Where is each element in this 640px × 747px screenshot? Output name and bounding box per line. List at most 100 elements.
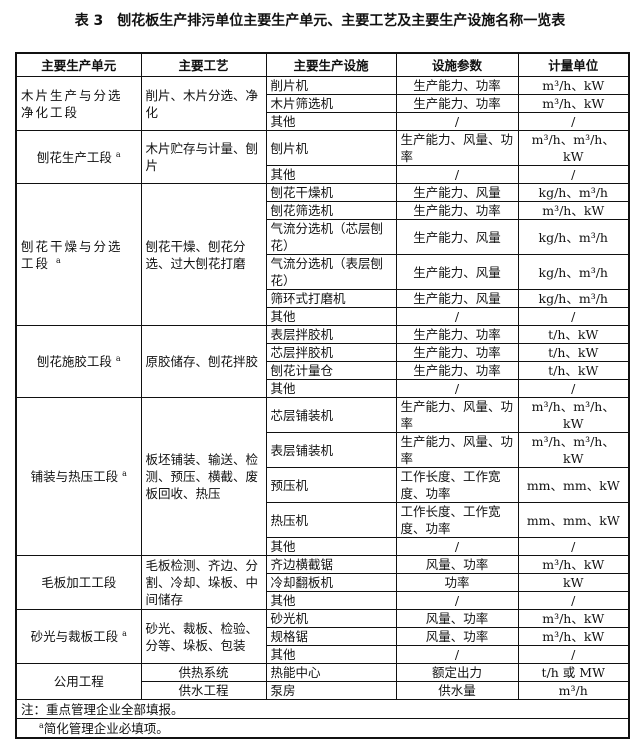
units-cell: / xyxy=(517,591,630,610)
units-cell: t/h、kW xyxy=(517,361,630,380)
table-row: 刨花干燥与分选工段 a 刨花干燥、刨花分选、过大刨花打磨 刨花干燥机 生产能力、风量 k… xyxy=(15,183,630,326)
params-cell: 生产能力、功率 xyxy=(395,76,519,95)
process-cell: 板坯铺装、输送、检测、预压、横截、废板回收、热压 xyxy=(140,397,267,556)
facility-cell: 筛环式打磨机 xyxy=(265,289,397,308)
params-cell: / xyxy=(395,537,519,556)
unit-name: 刨花施胶工段 xyxy=(36,354,112,369)
facility-cell: 泵房 xyxy=(265,681,397,700)
table-row: 刨花施胶工段 a 原胶储存、刨花拌胶 表层拌胶机 生产能力、功率 t/h、kW xyxy=(15,325,630,398)
units-cell: m³/h、m³/h、kW xyxy=(517,130,630,166)
params-cell: 生产能力、风量、功率 xyxy=(395,432,519,468)
header-process: 主要工艺 xyxy=(140,52,267,77)
facility-cell: 木片筛选机 xyxy=(265,94,397,113)
params-cell: 生产能力、风量 xyxy=(395,183,519,202)
table-row: 冷却翻板机 功率 kW xyxy=(16,573,630,592)
footnote-mark: a xyxy=(115,149,121,159)
footnote-mark: a xyxy=(122,628,127,638)
facility-cell: 其他 xyxy=(265,537,397,556)
facility-cell: 表层拌胶机 xyxy=(265,325,397,344)
facility-cell: 刨片机 xyxy=(265,130,397,166)
unit-cell: 刨花施胶工段 a xyxy=(15,325,142,398)
facility-cell: 刨花干燥机 xyxy=(265,183,397,202)
params-cell: 生产能力、功率 xyxy=(395,361,519,380)
units-cell: t/h、kW xyxy=(517,343,630,362)
facility-cell: 刨花筛选机 xyxy=(265,201,397,220)
table-row: 气流分选机（表层刨花） 生产能力、风量 kg/h、m³/h xyxy=(16,254,630,290)
facility-cell: 砂光机 xyxy=(265,609,397,628)
table-row: 铺装与热压工段 a 板坯铺装、输送、检测、预压、横截、废板回收、热压 芯层铺装机 生产… xyxy=(15,397,630,556)
unit-cell: 铺装与热压工段 a xyxy=(15,397,142,556)
params-cell: 工作长度、工作宽度、功率 xyxy=(395,467,519,503)
units-cell: kg/h、m³/h xyxy=(517,183,630,202)
facility-cell: 热压机 xyxy=(265,502,397,538)
facility-cell: 预压机 xyxy=(265,467,397,503)
facility-cell: 其他 xyxy=(265,112,397,131)
note-row: 注：重点管理企业全部填报。 xyxy=(15,699,630,719)
params-cell: / xyxy=(395,165,519,184)
facility-cell: 齐边横截锯 xyxy=(265,555,397,574)
params-cell: 风量、功率 xyxy=(395,555,519,574)
process-cell: 供水工程 xyxy=(140,681,267,700)
table-row: 筛环式打磨机 生产能力、风量 kg/h、m³/h xyxy=(16,289,630,308)
params-cell: 功率 xyxy=(395,573,519,592)
facility-cell: 其他 xyxy=(265,645,397,664)
unit-name: 刨花干燥与分选工段 xyxy=(21,238,123,271)
units-cell: mm、mm、kW xyxy=(517,502,630,538)
units-cell: / xyxy=(517,379,630,398)
header-facility: 主要生产设施 xyxy=(265,52,397,77)
unit-cell: 刨花干燥与分选工段 a xyxy=(15,183,142,326)
units-cell: kW xyxy=(517,573,630,592)
table-row: 其他 / / xyxy=(16,379,630,398)
params-cell: 风量、功率 xyxy=(395,609,519,628)
params-cell: 生产能力、风量 xyxy=(395,289,519,308)
units-cell: m³/h、m³/h、kW xyxy=(517,432,630,468)
note-1: 注：重点管理企业全部填报。 xyxy=(15,699,630,719)
facility-cell: 气流分选机（表层刨花） xyxy=(265,254,397,290)
unit-cell: 砂光与裁板工段 a xyxy=(15,609,142,664)
facility-cell: 表层铺装机 xyxy=(265,432,397,468)
params-cell: 额定出力 xyxy=(395,663,519,682)
table-row: 其他 / / xyxy=(16,591,630,610)
unit-name: 砂光与裁板工段 xyxy=(30,629,119,644)
table-row: 气流分选机（芯层刨花） 生产能力、风量 kg/h、m³/h xyxy=(16,219,630,255)
facility-cell: 芯层铺装机 xyxy=(265,397,397,433)
units-cell: kg/h、m³/h xyxy=(517,254,630,290)
units-cell: / xyxy=(517,645,630,664)
facility-cell: 其他 xyxy=(265,307,397,326)
params-cell: / xyxy=(395,379,519,398)
header-params: 设施参数 xyxy=(395,52,519,77)
unit-name: 毛板加工工段 xyxy=(41,575,117,590)
units-cell: / xyxy=(517,165,630,184)
note-row: a简化管理企业必填项。 xyxy=(15,718,630,739)
unit-name: 木片生产与分选净化工段 xyxy=(21,87,123,120)
facility-cell: 气流分选机（芯层刨花） xyxy=(265,219,397,255)
params-cell: 生产能力、功率 xyxy=(395,201,519,220)
params-cell: / xyxy=(395,307,519,326)
table-row: 毛板加工工段 毛板检测、齐边、分割、冷却、垛板、中间储存 齐边横截锯 风量、功率 m³/… xyxy=(15,555,630,610)
params-cell: 工作长度、工作宽度、功率 xyxy=(395,502,519,538)
units-cell: m³/h xyxy=(517,681,630,700)
unit-cell: 刨花生产工段 a xyxy=(15,130,142,184)
facility-cell: 削片机 xyxy=(265,76,397,95)
unit-name: 刨花生产工段 xyxy=(36,149,112,165)
table-row: 其他 / / xyxy=(16,645,630,664)
footnote-mark: a xyxy=(122,468,127,478)
table-row: 刨花计量仓 生产能力、功率 t/h、kW xyxy=(16,361,630,380)
units-cell: mm、mm、kW xyxy=(517,467,630,503)
params-cell: 生产能力、风量、功率 xyxy=(395,130,519,166)
facility-cell: 其他 xyxy=(265,165,397,184)
table-row: 木片生产与分选净化工段 削片、木片分选、净化 削片机 生产能力、功率 m³/h、kW xyxy=(15,76,630,131)
header-row: 主要生产单元 主要工艺 主要生产设施 设施参数 计量单位 xyxy=(15,52,630,77)
params-cell: 生产能力、风量 xyxy=(395,219,519,255)
units-cell: / xyxy=(517,112,630,131)
process-cell: 刨花干燥、刨花分选、过大刨花打磨 xyxy=(140,183,267,326)
params-cell: 供水量 xyxy=(395,681,519,700)
units-cell: m³/h、kW xyxy=(517,94,630,113)
table-title: 表 3 刨花板生产排污单位主要生产单元、主要工艺及主要生产设施名称一览表 xyxy=(74,13,566,29)
facility-cell: 规格锯 xyxy=(265,627,397,646)
params-cell: 生产能力、风量 xyxy=(395,254,519,290)
units-cell: t/h、kW xyxy=(517,325,630,344)
footnote-mark: a xyxy=(56,255,63,265)
facility-cell: 刨花计量仓 xyxy=(265,361,397,380)
facility-cell: 冷却翻板机 xyxy=(265,573,397,592)
